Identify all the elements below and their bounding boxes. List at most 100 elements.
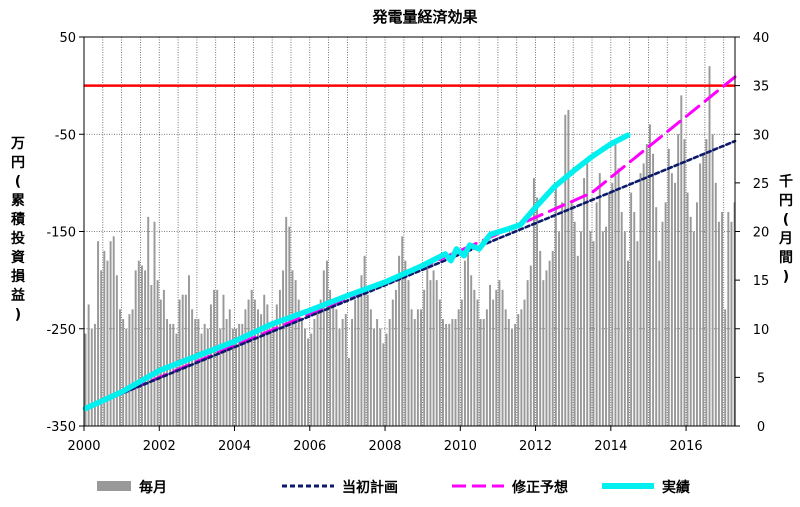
monthly-bar: [275, 304, 278, 426]
monthly-bar: [611, 182, 614, 426]
monthly-bar: [551, 250, 554, 426]
monthly-bar: [90, 328, 93, 426]
legend-label: 毎月: [139, 479, 167, 496]
monthly-bar: [539, 250, 542, 426]
actual-line: [82, 132, 631, 412]
monthly-bar: [209, 304, 212, 426]
y-right-tick-label: 15: [753, 274, 770, 289]
y-right-label-char: 月: [778, 231, 793, 247]
monthly-bar: [357, 289, 360, 426]
monthly-bar: [717, 221, 720, 426]
y-right-tick-label: 30: [753, 128, 770, 143]
monthly-bar: [200, 333, 203, 426]
monthly-bar: [495, 289, 498, 426]
monthly-bar: [570, 202, 573, 426]
monthly-bar: [134, 270, 137, 426]
y-left-label-char: 益: [11, 287, 25, 304]
monthly-bar: [366, 294, 369, 426]
monthly-bar: [586, 163, 589, 427]
monthly-bar: [310, 333, 313, 426]
monthly-bar: [454, 319, 457, 426]
y-left-tick-label: -250: [46, 323, 76, 338]
legend-swatch-bar: [97, 481, 131, 491]
monthly-bar: [620, 212, 623, 426]
monthly-bar: [595, 202, 598, 426]
monthly-bar: [476, 299, 479, 426]
monthly-bar: [404, 260, 407, 426]
monthly-bar: [695, 202, 698, 426]
monthly-bar: [658, 260, 661, 426]
y-right-label-char: ): [783, 269, 789, 285]
monthly-bar: [517, 314, 520, 426]
monthly-bar: [661, 221, 664, 426]
monthly-bar: [680, 95, 683, 426]
monthly-bar: [463, 260, 466, 426]
monthly-bar: [407, 280, 410, 426]
monthly-bar: [617, 168, 620, 426]
monthly-bar: [470, 275, 473, 426]
monthly-bar: [194, 319, 197, 426]
monthly-bar: [140, 265, 143, 426]
monthly-bar: [627, 260, 629, 426]
monthly-bar: [413, 319, 416, 426]
monthly-bar: [445, 323, 448, 426]
monthly-bar: [241, 323, 244, 426]
monthly-bar: [175, 333, 178, 426]
monthly-bar: [250, 289, 253, 426]
y-right-label-char: 千: [779, 173, 793, 190]
monthly-bar: [683, 139, 686, 427]
monthly-bar: [112, 236, 115, 426]
y-left-label-char: ): [15, 307, 21, 323]
legend-label: 実績: [662, 479, 690, 496]
monthly-bar: [460, 299, 463, 426]
monthly-bar: [401, 236, 404, 426]
monthly-bar: [532, 178, 535, 426]
monthly-bar: [730, 221, 733, 426]
monthly-bar: [332, 299, 335, 426]
y-left-tick-label: -150: [46, 226, 76, 241]
monthly-bar: [429, 280, 432, 426]
monthly-bar: [162, 289, 165, 426]
monthly-bar: [489, 284, 491, 426]
monthly-bar: [144, 270, 147, 426]
monthly-bar: [548, 260, 551, 426]
monthly-bar: [278, 289, 281, 426]
y-right-tick-label: 5: [757, 371, 765, 386]
y-right-tick-label: 20: [753, 226, 770, 241]
monthly-bar: [423, 289, 426, 426]
monthly-bar: [636, 241, 639, 426]
monthly-bar: [297, 299, 300, 426]
monthly-bar: [335, 309, 338, 426]
legend-label: 当初計画: [342, 479, 398, 496]
monthly-bar: [536, 197, 539, 426]
monthly-bar: [485, 309, 488, 426]
monthly-bar: [639, 173, 642, 426]
monthly-bar: [501, 289, 504, 426]
monthly-bar: [137, 260, 140, 426]
monthly-bar: [473, 289, 476, 426]
monthly-bar: [699, 163, 702, 427]
y-right-label-char: 円: [779, 193, 793, 209]
monthly-bar: [288, 226, 291, 426]
monthly-bar: [369, 309, 372, 426]
monthly-bar: [344, 314, 347, 426]
monthly-bar: [526, 280, 529, 426]
y-left-label-char: 万: [10, 136, 25, 152]
monthly-bar: [576, 255, 579, 426]
monthly-bar: [674, 182, 676, 426]
monthly-bar: [385, 333, 388, 426]
monthly-bar: [394, 289, 397, 426]
monthly-bar: [391, 299, 394, 426]
monthly-bar: [520, 309, 523, 426]
monthly-bar: [103, 250, 106, 426]
monthly-bar: [247, 299, 250, 426]
monthly-bar: [307, 338, 310, 426]
monthly-bar: [451, 319, 454, 426]
y-right-tick-label: 10: [753, 323, 770, 338]
monthly-bar: [510, 328, 513, 426]
x-tick-label: 2002: [143, 439, 176, 454]
monthly-bar: [714, 182, 717, 426]
